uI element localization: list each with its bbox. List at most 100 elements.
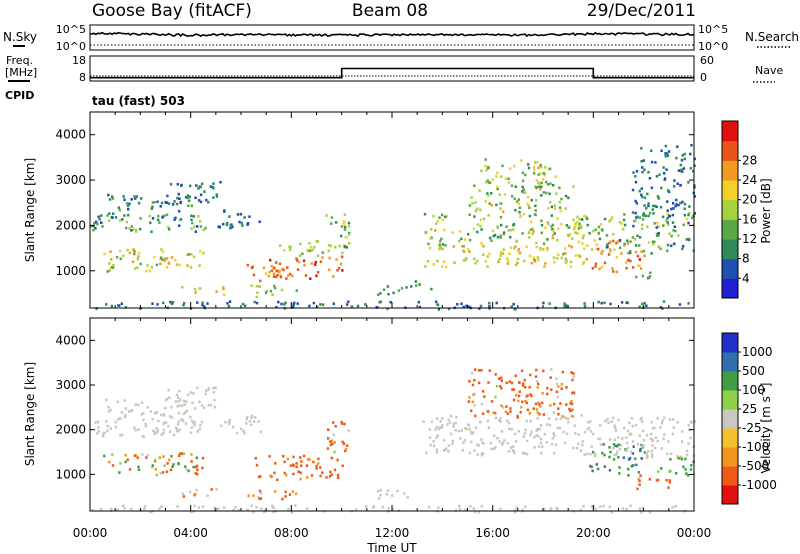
range-cell — [641, 195, 644, 199]
range-cell — [520, 405, 523, 409]
range-cell — [432, 263, 435, 266]
range-cell — [638, 258, 642, 261]
range-cell — [548, 302, 551, 305]
range-cell — [632, 171, 635, 174]
range-cell — [636, 487, 639, 491]
range-cell — [640, 510, 643, 514]
range-cell — [162, 428, 166, 432]
range-cell — [160, 248, 163, 251]
range-cell — [534, 204, 537, 208]
range-cell — [169, 468, 173, 472]
range-cell — [629, 432, 632, 436]
range-cell — [186, 196, 189, 200]
range-cell — [112, 263, 115, 267]
range-cell — [438, 216, 441, 219]
range-cell — [684, 468, 687, 471]
range-cell — [506, 262, 510, 265]
range-cell — [639, 449, 642, 453]
range-cell — [659, 306, 663, 309]
range-cell — [642, 214, 645, 217]
range-cell — [176, 396, 180, 400]
range-cell — [497, 377, 501, 380]
range-cell — [557, 412, 560, 416]
range-cell — [151, 205, 154, 209]
range-cell — [512, 388, 516, 391]
range-cell — [195, 488, 198, 492]
range-cell — [336, 458, 339, 462]
colorbar-swatch — [722, 390, 738, 410]
range-cell — [198, 220, 202, 223]
range-cell — [564, 416, 568, 420]
range-cell — [626, 242, 630, 245]
range-cell — [573, 227, 576, 231]
range-cell — [683, 152, 686, 156]
range-cell — [329, 443, 333, 446]
range-cell — [647, 214, 650, 218]
range-cell — [190, 453, 193, 456]
range-cell — [482, 217, 486, 221]
range-cell — [236, 431, 239, 435]
range-cell — [642, 429, 645, 433]
range-cell — [652, 212, 655, 215]
range-cell — [540, 219, 543, 223]
range-cell — [137, 251, 141, 255]
colorbar-swatch — [722, 278, 738, 299]
range-cell — [106, 429, 109, 433]
range-cell — [223, 210, 226, 213]
range-cell — [664, 144, 667, 148]
range-cell — [683, 213, 687, 217]
range-cell — [159, 262, 162, 266]
range-cell — [474, 426, 478, 429]
range-cell — [499, 175, 503, 178]
range-cell — [608, 469, 612, 472]
range-cell — [436, 219, 440, 223]
range-cell — [151, 302, 154, 305]
range-cell — [613, 424, 616, 428]
range-cell — [175, 393, 179, 397]
range-cell — [647, 241, 651, 244]
range-cell — [330, 473, 333, 477]
range-cell — [248, 215, 251, 218]
range-cell — [616, 240, 620, 243]
colorbar-tick-label: 500 — [742, 364, 765, 378]
range-cell — [682, 167, 685, 170]
range-cell — [672, 229, 675, 232]
range-cell — [182, 399, 186, 403]
range-cell — [641, 166, 644, 169]
range-cell — [687, 424, 690, 427]
range-cell — [600, 228, 604, 231]
range-cell — [526, 408, 529, 412]
range-cell — [612, 416, 615, 420]
range-cell — [474, 201, 477, 204]
range-cell — [685, 449, 689, 453]
range-cell — [666, 209, 669, 212]
range-cell — [296, 259, 299, 262]
range-cell — [681, 430, 684, 433]
range-cell — [109, 408, 112, 412]
range-cell — [134, 428, 137, 432]
range-cell — [105, 303, 108, 306]
range-cell — [502, 406, 505, 409]
range-cell — [527, 231, 531, 234]
range-cell — [508, 252, 511, 255]
range-cell — [585, 217, 589, 220]
range-cell — [106, 270, 109, 273]
range-cell — [526, 394, 529, 397]
range-cell — [188, 490, 192, 494]
colorbar-swatch — [722, 447, 738, 467]
range-cell — [634, 211, 637, 215]
range-cell — [123, 415, 127, 419]
colorbar-swatch — [722, 219, 738, 240]
y-tick-label: 1000 — [55, 467, 86, 481]
range-cell — [628, 457, 632, 460]
range-cell — [279, 275, 283, 279]
range-cell — [333, 441, 336, 444]
range-cell — [688, 211, 691, 215]
range-cell — [474, 209, 478, 213]
range-cell — [668, 215, 671, 218]
range-cell — [139, 217, 142, 220]
range-cell — [328, 256, 331, 260]
range-cell — [297, 470, 300, 473]
